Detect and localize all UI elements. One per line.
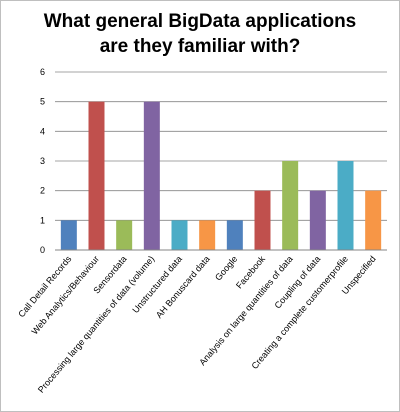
bar [199, 220, 215, 250]
bars [61, 102, 381, 250]
bar [282, 161, 298, 250]
chart-title: What general BigData applications are th… [44, 11, 357, 57]
bar [116, 220, 132, 250]
bar [227, 220, 243, 250]
bar [310, 191, 326, 250]
x-tick-label: Unstructured data [130, 254, 184, 315]
y-tick-label: 4 [40, 126, 45, 136]
chart-title-line-2: are they familiar with? [100, 36, 301, 57]
y-tick-label: 3 [40, 156, 45, 166]
bar [338, 161, 354, 250]
y-tick-label: 5 [40, 97, 45, 107]
bar [365, 191, 381, 250]
chart-title-line-1: What general BigData applications [44, 11, 357, 32]
y-tick-label: 6 [40, 67, 45, 77]
gridlines [55, 72, 387, 220]
bar [255, 191, 271, 250]
y-tick-label: 2 [40, 186, 45, 196]
y-tick-label: 0 [40, 245, 45, 255]
bar [144, 102, 160, 250]
bar [172, 220, 188, 250]
y-axis-tick-labels: 0 1 2 3 4 5 6 [40, 67, 45, 255]
x-tick-label: Google [213, 254, 239, 283]
y-tick-label: 1 [40, 215, 45, 225]
x-tick-label: AH Bonuscard data [154, 254, 212, 320]
bar [61, 220, 77, 250]
bar [89, 102, 105, 250]
